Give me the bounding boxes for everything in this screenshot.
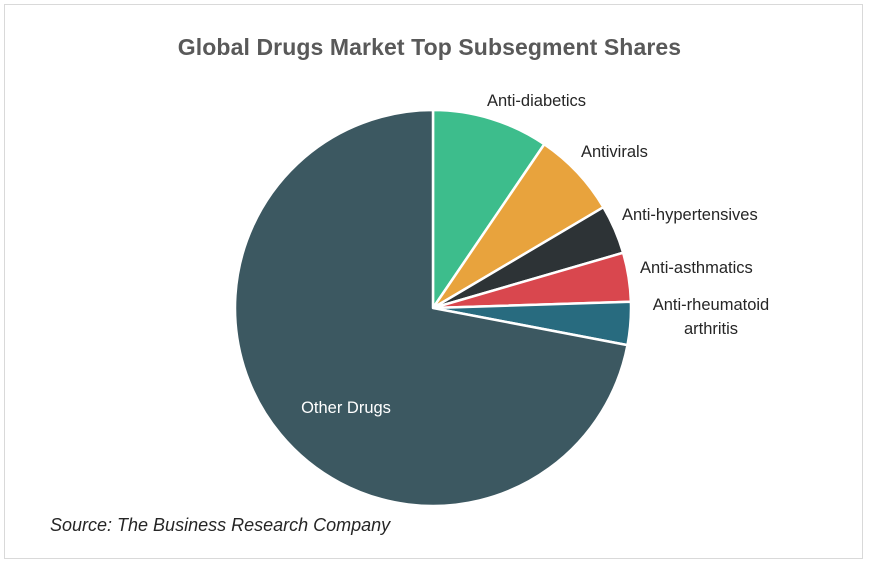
pie-slice-anti-diabetics xyxy=(431,108,546,310)
slice-label-antivirals: Antivirals xyxy=(581,143,648,161)
slice-label-anti-diabetics: Anti-diabetics xyxy=(487,92,586,110)
slice-label-anti-hypertensives: Anti-hypertensives xyxy=(622,206,758,224)
slice-label-other-drugs: Other Drugs xyxy=(301,399,391,417)
slice-label-anti-rheumatoid-arthritis: Anti-rheumatoid arthritis xyxy=(653,296,769,338)
slice-label-anti-asthmatics: Anti-asthmatics xyxy=(640,259,753,277)
chart-title: Global Drugs Market Top Subsegment Share… xyxy=(177,34,682,60)
chart-source: Source: The Business Research Company xyxy=(50,515,391,535)
pie-slice-other-drugs xyxy=(233,108,629,508)
